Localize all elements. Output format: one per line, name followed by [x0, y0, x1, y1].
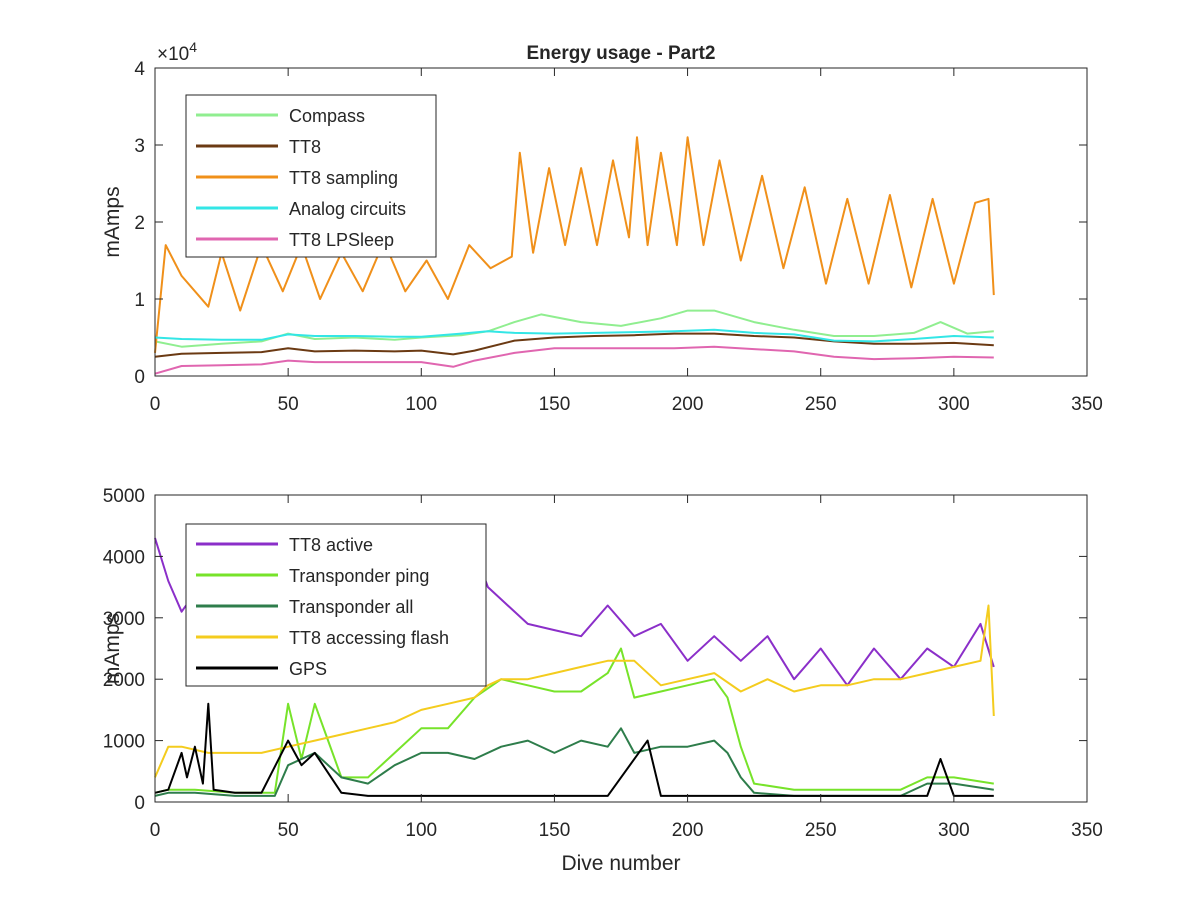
- legend-label: TT8 active: [289, 535, 373, 555]
- y-tick-label: 4000: [103, 547, 145, 568]
- x-tick-label: 0: [150, 820, 161, 841]
- x-tick-label: 300: [938, 394, 970, 415]
- legend-label: Transponder ping: [289, 566, 429, 586]
- legend-label: TT8: [289, 137, 321, 157]
- bottom-chart: 0 50 100 150 200 250 300 350 0 1000 2000 3000 4000 50…: [101, 486, 1103, 875]
- x-tick-label: 250: [805, 820, 837, 841]
- y-tick-label: 3: [134, 136, 145, 157]
- x-tick-label: 300: [938, 820, 970, 841]
- x-tick-label: 50: [278, 394, 299, 415]
- y-tick-label: 2: [134, 213, 145, 234]
- legend: TT8 active Transponder ping Transponder al…: [185, 523, 487, 687]
- series-line-tt8: [154, 332, 994, 358]
- y-tick-label: 2000: [103, 670, 145, 691]
- legend-label: Analog circuits: [289, 199, 406, 219]
- x-axis-label: Dive number: [561, 852, 680, 875]
- legend-label: GPS: [289, 659, 327, 679]
- legend: Compass TT8 TT8 sampling Analog circuits TT8…: [185, 94, 437, 258]
- series-line-transponder-ping: [154, 647, 994, 794]
- y-tick-label: 1: [134, 290, 145, 311]
- y-tick-label: 5000: [103, 486, 145, 507]
- x-tick-label: 100: [405, 394, 437, 415]
- series-line-gps: [154, 702, 994, 797]
- chart-title: Energy usage - Part2: [526, 43, 715, 64]
- x-tick-label: 350: [1071, 820, 1103, 841]
- x-tick-label: 250: [805, 394, 837, 415]
- legend-label: TT8 LPSleep: [289, 230, 394, 250]
- x-tick-label: 200: [672, 394, 704, 415]
- legend-label: TT8 accessing flash: [289, 628, 449, 648]
- x-tick-label: 50: [278, 820, 299, 841]
- y-exponent-base: ×10: [157, 44, 189, 65]
- y-exponent-label: ×104: [157, 39, 197, 65]
- x-tick-label: 150: [539, 394, 571, 415]
- legend-label: TT8 sampling: [289, 168, 398, 188]
- legend-label: Transponder all: [289, 597, 413, 617]
- y-axis-label: mAmps: [101, 613, 124, 684]
- x-tick-label: 0: [150, 394, 161, 415]
- y-tick-label: 0: [134, 367, 145, 388]
- y-tick-label: 3000: [103, 609, 145, 630]
- series-line-analog-circuits: [154, 328, 994, 343]
- y-tick-label: 4: [134, 59, 145, 80]
- legend-label: Compass: [289, 106, 365, 126]
- x-tick-label: 350: [1071, 394, 1103, 415]
- y-axis-label: mAmps: [101, 186, 124, 257]
- y-tick-label: 0: [134, 793, 145, 814]
- series-line-tt8-lpsleep: [154, 345, 994, 375]
- x-tick-label: 150: [539, 820, 571, 841]
- axes-box: [154, 494, 1088, 803]
- y-tick-label: 1000: [103, 732, 145, 753]
- x-tick-label: 200: [672, 820, 704, 841]
- y-exponent-power: 4: [189, 39, 197, 55]
- x-tick-label: 100: [405, 820, 437, 841]
